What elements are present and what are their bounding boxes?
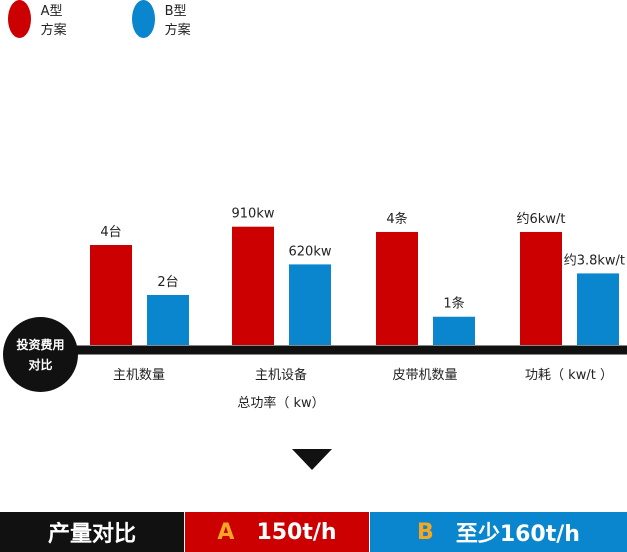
category-label-1-line1: 主机设备 <box>254 368 307 383</box>
output-title-text: 产量对比 <box>47 522 136 547</box>
bar-a-1 <box>232 226 274 345</box>
legend-swatch-a <box>8 0 31 38</box>
data-label-a-2: 4条 <box>386 211 407 227</box>
legend-label-b: B型方案 <box>164 4 191 38</box>
category-label-2: 皮带机数量 <box>360 362 490 390</box>
data-label-b-0: 2台 <box>157 275 178 290</box>
data-label-b-3: 约3.8kw/t <box>564 253 625 268</box>
badge-line1: 投资费用 <box>16 337 65 352</box>
output-a-letter: A <box>217 519 235 545</box>
badge-line2: 对比 <box>28 357 53 372</box>
data-label-b-1: 620kw <box>289 244 332 259</box>
output-b-value: 至少160t/h <box>455 522 580 547</box>
output-title: 产量对比 <box>0 512 185 552</box>
legend-item-b: B型方案 <box>132 0 193 38</box>
data-label-a-3: 约6kw/t <box>517 212 566 227</box>
category-label-2-line1: 皮带机数量 <box>392 368 458 383</box>
bar-a-2 <box>376 231 418 345</box>
category-label-3-line1: 功耗（ kw/t ） <box>525 368 613 383</box>
bar-a-3 <box>520 231 562 345</box>
output-b: B 至少160t/h <box>370 512 627 552</box>
output-a: A 150t/h <box>185 512 370 552</box>
bar-b-1 <box>289 264 331 345</box>
legend-item-a: A型方案 <box>8 0 69 38</box>
data-label-b-2: 1条 <box>443 296 464 312</box>
bar-b-0 <box>147 295 189 345</box>
data-label-a-1: 910kw <box>232 207 275 222</box>
down-arrow-icon <box>292 449 332 470</box>
category-label-0: 主机数量 <box>74 362 204 390</box>
category-label-1: 主机设备 总功率（ kw） <box>216 362 346 418</box>
output-b-letter: B <box>417 519 434 545</box>
category-label-1-line2: 总功率（ kw） <box>237 396 325 411</box>
output-comparison-bar: 产量对比 A 150t/h B 至少160t/h <box>0 512 627 552</box>
legend-swatch-b <box>132 0 155 38</box>
bar-b-3 <box>577 273 619 345</box>
bar-b-2 <box>433 316 475 345</box>
category-label-0-line1: 主机数量 <box>112 368 165 383</box>
data-label-a-0: 4台 <box>100 225 121 240</box>
investment-badge: 投资费用 对比 <box>3 317 78 392</box>
bar-a-0 <box>90 245 132 345</box>
bar-chart: 4台 910kw 4条 约6kw/t 2台 620kw 1条 约3.8kw/t <box>40 207 627 355</box>
category-label-3: 功耗（ kw/t ） <box>504 362 627 390</box>
output-a-value: 150t/h <box>256 519 337 545</box>
legend-label-a: A型方案 <box>40 4 67 38</box>
